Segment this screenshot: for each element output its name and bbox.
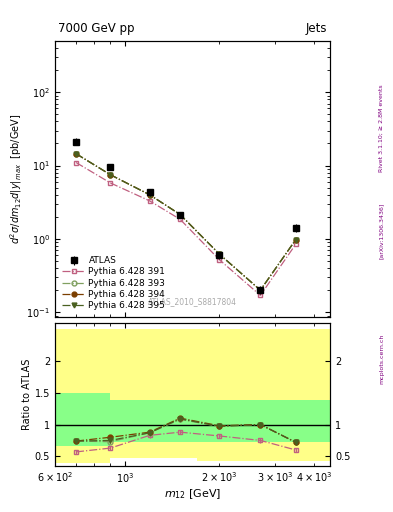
Pythia 6.428 391 [108, 180, 113, 186]
Line: Pythia 6.428 395: Pythia 6.428 395 [73, 152, 298, 293]
Pythia 6.428 395 [217, 251, 222, 257]
Pythia 6.428 393 [147, 191, 152, 198]
Pythia 6.428 393 [178, 211, 182, 218]
Pythia 6.428 394 [294, 237, 298, 243]
Legend: ATLAS, Pythia 6.428 391, Pythia 6.428 393, Pythia 6.428 394, Pythia 6.428 395: ATLAS, Pythia 6.428 391, Pythia 6.428 39… [59, 253, 168, 313]
Text: ATLAS_2010_S8817804: ATLAS_2010_S8817804 [148, 297, 237, 306]
Pythia 6.428 391 [217, 257, 222, 263]
Line: Pythia 6.428 391: Pythia 6.428 391 [73, 160, 298, 298]
Pythia 6.428 393 [258, 287, 263, 293]
Pythia 6.428 395 [147, 191, 152, 198]
Line: Pythia 6.428 394: Pythia 6.428 394 [73, 152, 298, 293]
Text: Jets: Jets [306, 23, 327, 35]
Pythia 6.428 395 [74, 151, 79, 157]
Text: mcplots.cern.ch: mcplots.cern.ch [379, 333, 384, 383]
Y-axis label: Ratio to ATLAS: Ratio to ATLAS [22, 358, 32, 430]
Pythia 6.428 394 [178, 211, 182, 218]
Y-axis label: $d^2\sigma/dm_{12}d|y|_{max}$  [pb/GeV]: $d^2\sigma/dm_{12}d|y|_{max}$ [pb/GeV] [8, 114, 24, 244]
Pythia 6.428 391 [74, 159, 79, 165]
Pythia 6.428 393 [74, 151, 79, 157]
Pythia 6.428 393 [294, 237, 298, 243]
Pythia 6.428 395 [258, 287, 263, 293]
Pythia 6.428 391 [147, 198, 152, 204]
Pythia 6.428 394 [74, 151, 79, 157]
Pythia 6.428 394 [258, 287, 263, 293]
Pythia 6.428 391 [258, 292, 263, 298]
X-axis label: $m_{12}$ [GeV]: $m_{12}$ [GeV] [164, 487, 221, 501]
Pythia 6.428 395 [108, 172, 113, 178]
Text: 7000 GeV pp: 7000 GeV pp [58, 23, 134, 35]
Pythia 6.428 394 [147, 191, 152, 198]
Pythia 6.428 391 [294, 241, 298, 247]
Pythia 6.428 393 [217, 251, 222, 257]
Pythia 6.428 394 [217, 251, 222, 257]
Pythia 6.428 395 [178, 211, 182, 218]
Text: Rivet 3.1.10; ≥ 2.8M events: Rivet 3.1.10; ≥ 2.8M events [379, 84, 384, 172]
Pythia 6.428 393 [108, 172, 113, 178]
Pythia 6.428 395 [294, 237, 298, 243]
Pythia 6.428 391 [178, 216, 182, 222]
Line: Pythia 6.428 393: Pythia 6.428 393 [73, 152, 298, 293]
Text: [arXiv:1306.3436]: [arXiv:1306.3436] [379, 202, 384, 259]
Pythia 6.428 394 [108, 172, 113, 178]
